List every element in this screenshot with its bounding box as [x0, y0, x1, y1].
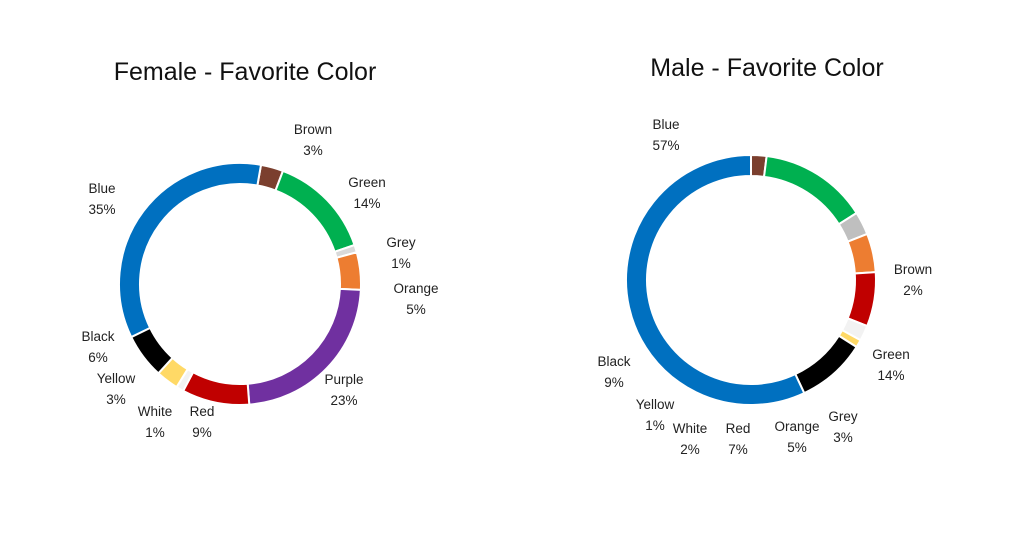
male-label-orange: Orange — [774, 419, 819, 434]
female-value-brown: 3% — [303, 143, 323, 158]
male-label-grey: Grey — [828, 409, 858, 424]
female-label-yellow: Yellow — [97, 371, 136, 386]
male-slice-green — [762, 154, 858, 226]
male-value-green: 14% — [877, 368, 904, 383]
male-label-brown: Brown — [894, 262, 932, 277]
male-label-blue: Blue — [652, 117, 679, 132]
male-label-red: Red — [726, 421, 751, 436]
male-value-blue: 57% — [652, 138, 679, 153]
female-label-black: Black — [81, 329, 114, 344]
male-donut-slices — [625, 153, 877, 406]
male-donut-labels: Brown 2% Green 14% Grey 3% Orange 5% Red 7% White 2… — [597, 117, 932, 457]
female-donut-labels: Brown 3% Green 14% Grey 1% Orange 5% Purple 23% Re… — [81, 122, 438, 440]
male-value-yellow: 1% — [645, 418, 665, 433]
female-donut-chart: Female - Favorite Color Brown 3% Green 14% G… — [81, 58, 438, 440]
female-label-purple: Purple — [324, 372, 363, 387]
female-donut-slices — [118, 162, 362, 406]
female-slice-red — [181, 370, 251, 406]
male-slice-black — [793, 334, 858, 395]
male-slice-blue — [625, 153, 806, 406]
female-label-brown: Brown — [294, 122, 332, 137]
female-value-black: 6% — [88, 350, 108, 365]
male-label-white: White — [673, 421, 708, 436]
female-label-white: White — [138, 404, 173, 419]
male-value-grey: 3% — [833, 430, 853, 445]
female-value-green: 14% — [353, 196, 380, 211]
female-chart-title: Female - Favorite Color — [114, 58, 377, 86]
male-value-red: 7% — [728, 442, 748, 457]
female-label-blue: Blue — [88, 181, 115, 196]
female-slice-green — [274, 169, 356, 254]
female-label-orange: Orange — [393, 281, 438, 296]
male-label-green: Green — [872, 347, 910, 362]
female-value-blue: 35% — [88, 202, 115, 217]
female-value-purple: 23% — [330, 393, 357, 408]
male-value-orange: 5% — [787, 440, 807, 455]
male-value-brown: 2% — [903, 283, 923, 298]
male-value-white: 2% — [680, 442, 700, 457]
female-value-red: 9% — [192, 425, 212, 440]
female-label-green: Green — [348, 175, 386, 190]
male-chart-title: Male - Favorite Color — [650, 54, 883, 82]
female-value-grey: 1% — [391, 256, 411, 271]
male-slice-red — [846, 271, 877, 328]
male-donut-chart: Male - Favorite Color Brown 2% Green 14% Gre… — [597, 54, 932, 457]
female-label-red: Red — [190, 404, 215, 419]
male-value-black: 9% — [604, 375, 624, 390]
male-slice-orange — [846, 232, 877, 275]
female-slice-blue — [118, 162, 263, 339]
female-slice-orange — [335, 251, 362, 291]
female-value-yellow: 3% — [106, 392, 126, 407]
female-value-orange: 5% — [406, 302, 426, 317]
female-label-grey: Grey — [386, 235, 416, 250]
male-label-yellow: Yellow — [636, 397, 675, 412]
female-slice-purple — [246, 287, 362, 406]
male-label-black: Black — [597, 354, 630, 369]
female-value-white: 1% — [145, 425, 165, 440]
